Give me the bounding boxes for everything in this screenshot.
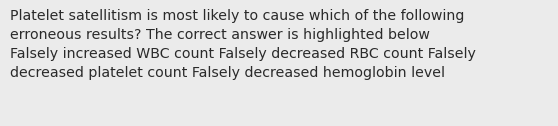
- Text: Platelet satellitism is most likely to cause which of the following
erroneous re: Platelet satellitism is most likely to c…: [10, 9, 476, 80]
